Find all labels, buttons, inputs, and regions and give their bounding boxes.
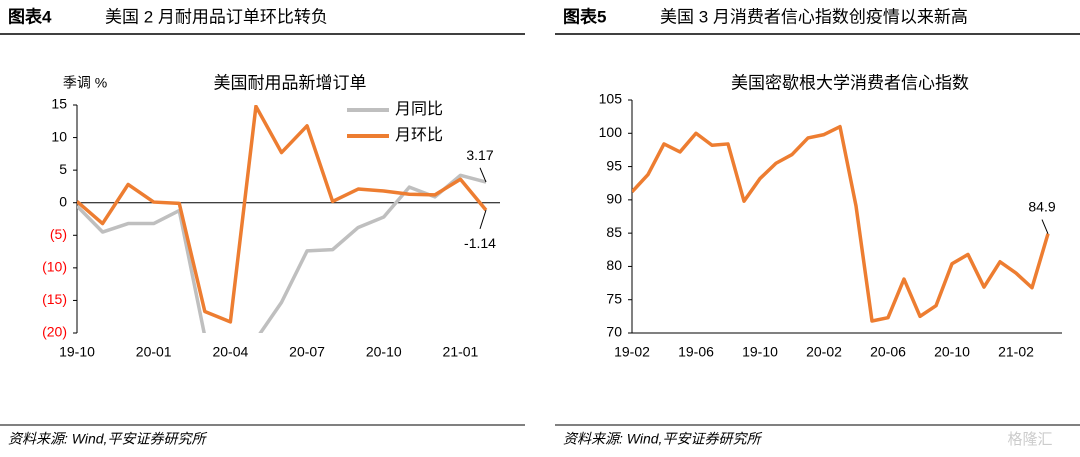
- x-tick-label: 19-10: [59, 344, 95, 360]
- x-tick-label: 19-06: [678, 344, 714, 360]
- label-leader: [479, 209, 487, 229]
- y-tick-label: 15: [51, 96, 67, 112]
- figure-label: 图表5: [563, 6, 606, 26]
- label-leader: [479, 167, 487, 183]
- x-tick-label: 20-04: [212, 344, 248, 360]
- y-tick-label: 100: [599, 124, 623, 140]
- y-tick-label: 85: [606, 224, 622, 240]
- series-line: [77, 105, 488, 324]
- source-note: 资料来源: Wind,平安证券研究所: [563, 431, 762, 447]
- source-note: 资料来源: Wind,平安证券研究所: [8, 431, 207, 447]
- x-tick-label: 20-07: [289, 344, 325, 360]
- x-tick-label: 20-06: [870, 344, 906, 360]
- y-tick-label: 80: [606, 257, 622, 273]
- data-label: -1.14: [464, 235, 496, 251]
- y-tick-label: 95: [606, 157, 622, 173]
- y-tick-label: (5): [50, 226, 67, 242]
- y-tick-label: 0: [59, 193, 67, 209]
- chart-title: 美国耐用品新增订单: [214, 73, 367, 92]
- x-tick-label: 20-01: [136, 344, 172, 360]
- y-tick-label: 10: [51, 128, 67, 144]
- y-tick-label: (15): [42, 291, 67, 307]
- x-tick-label: 20-02: [806, 344, 842, 360]
- x-tick-label: 20-10: [934, 344, 970, 360]
- figure-label: 图表4: [8, 6, 52, 26]
- x-tick-label: 20-10: [366, 344, 402, 360]
- chart-title: 美国密歇根大学消费者信心指数: [731, 73, 969, 92]
- x-tick-label: 21-02: [998, 344, 1034, 360]
- series-line: [632, 124, 1050, 323]
- x-tick-label: 19-10: [742, 344, 778, 360]
- x-tick-label: 21-01: [443, 344, 479, 360]
- y-tick-label: 105: [599, 91, 623, 107]
- x-tick-label: 19-02: [614, 344, 650, 360]
- data-label: 84.9: [1028, 199, 1055, 215]
- label-leader: [1041, 219, 1049, 235]
- series-line: [77, 173, 487, 333]
- y-tick-label: 90: [606, 191, 622, 207]
- y-tick-label: 75: [606, 290, 622, 306]
- y-tick-label: 70: [606, 324, 622, 340]
- watermark: 格隆汇: [1007, 431, 1052, 448]
- y-tick-label: 5: [59, 161, 67, 177]
- y-tick-label: (20): [42, 324, 67, 340]
- legend-label: 月同比: [395, 100, 443, 118]
- y-axis-label: 季调 %: [63, 75, 107, 91]
- y-tick-label: (10): [42, 259, 67, 275]
- legend-label: 月环比: [395, 126, 443, 144]
- data-label: 3.17: [466, 147, 493, 163]
- figure-heading: 美国 3 月消费者信心指数创疫情以来新高: [660, 7, 968, 26]
- figure-heading: 美国 2 月耐用品订单环比转负: [105, 7, 328, 26]
